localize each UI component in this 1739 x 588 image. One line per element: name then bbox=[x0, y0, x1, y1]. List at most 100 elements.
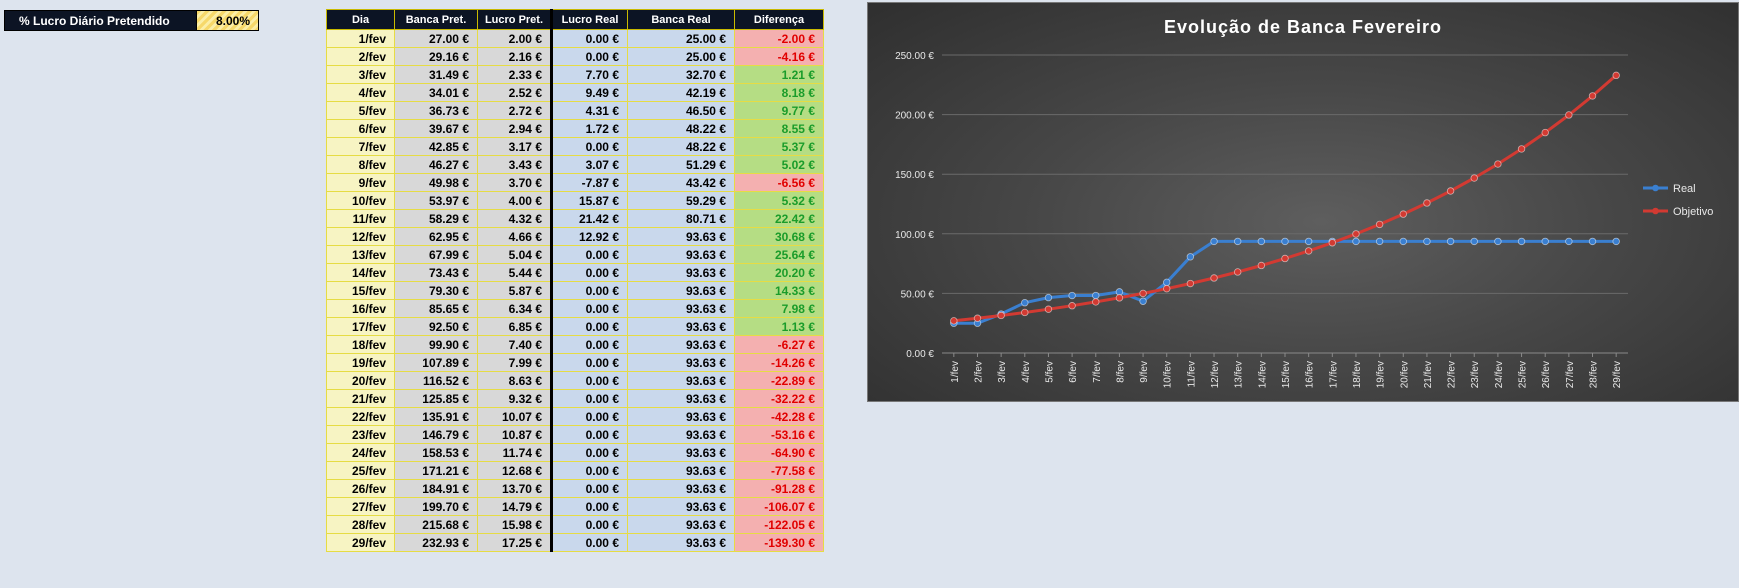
data-point-real[interactable] bbox=[1304, 237, 1313, 246]
cell-dia[interactable]: 12/fev bbox=[326, 227, 395, 246]
data-point-real[interactable] bbox=[1044, 293, 1053, 302]
data-point-objetivo[interactable] bbox=[1304, 247, 1313, 255]
data-point-real[interactable] bbox=[1423, 237, 1431, 246]
cell-banca-real[interactable]: 59.29 € bbox=[627, 191, 735, 210]
cell-lucro-pret[interactable]: 2.94 € bbox=[477, 119, 552, 138]
cell-banca-pret[interactable]: 49.98 € bbox=[394, 173, 478, 192]
cell-dia[interactable]: 13/fev bbox=[326, 245, 395, 264]
cell-banca-real[interactable]: 48.22 € bbox=[627, 119, 735, 138]
cell-banca-real[interactable]: 93.63 € bbox=[627, 515, 735, 534]
data-point-real[interactable] bbox=[1068, 291, 1076, 300]
cell-lucro-real[interactable]: 21.42 € bbox=[550, 209, 628, 228]
cell-diferenca[interactable]: -53.16 € bbox=[734, 425, 824, 444]
cell-lucro-pret[interactable]: 7.40 € bbox=[477, 335, 552, 354]
cell-lucro-real[interactable]: 0.00 € bbox=[550, 371, 628, 390]
cell-banca-real[interactable]: 93.63 € bbox=[627, 281, 735, 300]
cell-dia[interactable]: 23/fev bbox=[326, 425, 395, 444]
cell-lucro-pret[interactable]: 9.32 € bbox=[477, 389, 552, 408]
data-point-objetivo[interactable] bbox=[1446, 187, 1455, 195]
cell-lucro-pret[interactable]: 6.85 € bbox=[477, 317, 552, 336]
data-point-real[interactable] bbox=[1352, 237, 1360, 246]
cell-diferenca[interactable]: -106.07 € bbox=[734, 497, 824, 516]
cell-dia[interactable]: 11/fev bbox=[326, 209, 395, 228]
cell-lucro-pret[interactable]: 8.63 € bbox=[477, 371, 552, 390]
cell-banca-real[interactable]: 80.71 € bbox=[627, 209, 735, 228]
header-banca-pret[interactable]: Banca Pret. bbox=[394, 9, 478, 30]
cell-banca-real[interactable]: 93.63 € bbox=[627, 425, 735, 444]
data-point-real[interactable] bbox=[1092, 291, 1100, 300]
cell-banca-pret[interactable]: 85.65 € bbox=[394, 299, 478, 318]
cell-banca-real[interactable]: 25.00 € bbox=[627, 47, 735, 66]
cell-banca-real[interactable]: 43.42 € bbox=[627, 173, 735, 192]
cell-lucro-real[interactable]: 9.49 € bbox=[550, 83, 628, 102]
cell-lucro-pret[interactable]: 5.44 € bbox=[477, 263, 552, 282]
cell-diferenca[interactable]: 5.37 € bbox=[734, 137, 824, 156]
cell-lucro-real[interactable]: 3.07 € bbox=[550, 155, 628, 174]
data-point-real[interactable] bbox=[1565, 237, 1573, 246]
cell-lucro-pret[interactable]: 2.52 € bbox=[477, 83, 552, 102]
cell-dia[interactable]: 9/fev bbox=[326, 173, 395, 192]
cell-banca-pret[interactable]: 116.52 € bbox=[394, 371, 478, 390]
cell-lucro-pret[interactable]: 5.04 € bbox=[477, 245, 552, 264]
cell-banca-pret[interactable]: 171.21 € bbox=[394, 461, 478, 480]
cell-banca-pret[interactable]: 232.93 € bbox=[394, 533, 478, 552]
cell-lucro-real[interactable]: 0.00 € bbox=[550, 497, 628, 516]
cell-lucro-pret[interactable]: 10.07 € bbox=[477, 407, 552, 426]
data-point-objetivo[interactable] bbox=[1588, 92, 1597, 100]
cell-diferenca[interactable]: 5.32 € bbox=[734, 191, 824, 210]
cell-lucro-real[interactable]: 0.00 € bbox=[550, 263, 628, 282]
data-point-objetivo[interactable] bbox=[1210, 274, 1218, 282]
data-point-real[interactable] bbox=[1257, 237, 1266, 246]
cell-banca-real[interactable]: 93.63 € bbox=[627, 299, 735, 318]
data-point-objetivo[interactable] bbox=[1494, 160, 1502, 168]
cell-banca-real[interactable]: 93.63 € bbox=[627, 533, 735, 552]
cell-banca-pret[interactable]: 92.50 € bbox=[394, 317, 478, 336]
cell-dia[interactable]: 14/fev bbox=[326, 263, 395, 282]
cell-dia[interactable]: 15/fev bbox=[326, 281, 395, 300]
cell-lucro-pret[interactable]: 4.00 € bbox=[477, 191, 552, 210]
data-point-real[interactable] bbox=[1375, 237, 1384, 246]
data-point-objetivo[interactable] bbox=[1115, 294, 1124, 302]
data-point-objetivo[interactable] bbox=[1092, 298, 1100, 306]
cell-banca-pret[interactable]: 135.91 € bbox=[394, 407, 478, 426]
data-point-objetivo[interactable] bbox=[1399, 210, 1407, 218]
cell-lucro-real[interactable]: 15.87 € bbox=[550, 191, 628, 210]
cell-banca-pret[interactable]: 215.68 € bbox=[394, 515, 478, 534]
cell-banca-real[interactable]: 25.00 € bbox=[627, 29, 735, 48]
cell-banca-pret[interactable]: 34.01 € bbox=[394, 83, 478, 102]
header-lucro-pret[interactable]: Lucro Pret. bbox=[477, 9, 552, 30]
cell-diferenca[interactable]: 25.64 € bbox=[734, 245, 824, 264]
cell-banca-pret[interactable]: 199.70 € bbox=[394, 497, 478, 516]
cell-dia[interactable]: 24/fev bbox=[326, 443, 395, 462]
data-point-objetivo[interactable] bbox=[1068, 302, 1076, 310]
data-point-objetivo[interactable] bbox=[997, 311, 1005, 320]
cell-dia[interactable]: 19/fev bbox=[326, 353, 395, 372]
cell-lucro-pret[interactable]: 14.79 € bbox=[477, 497, 552, 516]
cell-banca-real[interactable]: 93.63 € bbox=[627, 407, 735, 426]
cell-lucro-real[interactable]: 1.72 € bbox=[550, 119, 628, 138]
data-point-objetivo[interactable] bbox=[973, 314, 982, 322]
cell-dia[interactable]: 16/fev bbox=[326, 299, 395, 318]
cell-lucro-pret[interactable]: 15.98 € bbox=[477, 515, 552, 534]
cell-lucro-pret[interactable]: 2.16 € bbox=[477, 47, 552, 66]
cell-diferenca[interactable]: 22.42 € bbox=[734, 209, 824, 228]
cell-banca-pret[interactable]: 184.91 € bbox=[394, 479, 478, 498]
cell-diferenca[interactable]: 30.68 € bbox=[734, 227, 824, 246]
cell-banca-pret[interactable]: 58.29 € bbox=[394, 209, 478, 228]
data-point-objetivo[interactable] bbox=[1139, 289, 1147, 298]
cell-banca-pret[interactable]: 39.67 € bbox=[394, 119, 478, 138]
cell-banca-real[interactable]: 46.50 € bbox=[627, 101, 735, 120]
cell-lucro-pret[interactable]: 17.25 € bbox=[477, 533, 552, 552]
data-point-objetivo[interactable] bbox=[1565, 111, 1573, 119]
cell-dia[interactable]: 28/fev bbox=[326, 515, 395, 534]
cell-banca-pret[interactable]: 158.53 € bbox=[394, 443, 478, 462]
data-point-real[interactable] bbox=[1470, 237, 1478, 246]
cell-banca-pret[interactable]: 79.30 € bbox=[394, 281, 478, 300]
data-point-objetivo[interactable] bbox=[950, 317, 958, 325]
data-point-objetivo[interactable] bbox=[1541, 128, 1549, 137]
cell-diferenca[interactable]: -77.58 € bbox=[734, 461, 824, 480]
series-line-objetivo[interactable] bbox=[953, 74, 1618, 323]
cell-lucro-real[interactable]: 7.70 € bbox=[550, 65, 628, 84]
cell-lucro-pret[interactable]: 3.17 € bbox=[477, 137, 552, 156]
cell-lucro-pret[interactable]: 3.70 € bbox=[477, 173, 552, 192]
